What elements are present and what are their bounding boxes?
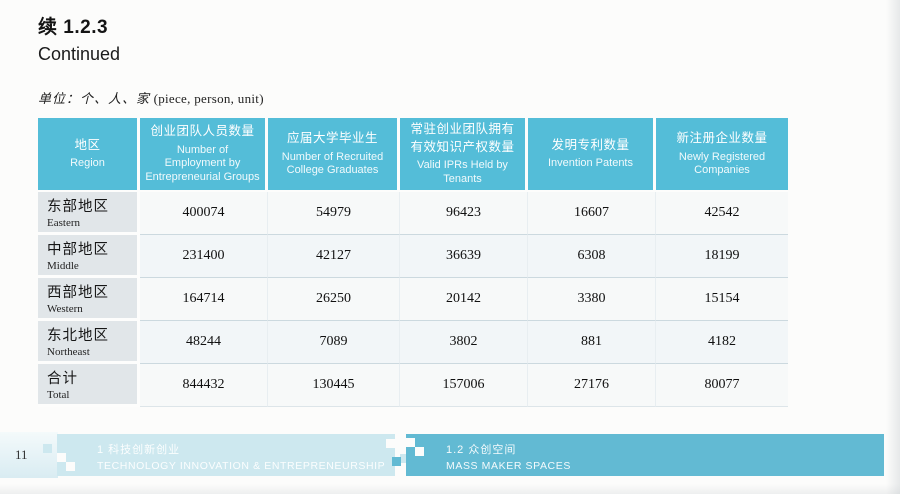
unit-note: 单位：个、人、家 (piece, person, unit)	[38, 88, 264, 107]
value-cell: 3802	[400, 321, 528, 364]
value-cell: 15154	[656, 278, 788, 321]
value-cell: 4182	[656, 321, 788, 364]
pixel-decoration	[406, 438, 415, 447]
value-cell: 400074	[140, 192, 268, 235]
value-cell: 26250	[268, 278, 400, 321]
value-cell: 27176	[528, 364, 656, 407]
value-cell: 130445	[268, 364, 400, 407]
table-header-row: 地区 Region 创业团队人员数量 Number of Employment …	[38, 118, 788, 192]
column-header-invention-patents: 发明专利数量 Invention Patents	[528, 118, 656, 192]
region-cell: 合计 Total	[38, 364, 140, 407]
table-row-western: 西部地区 Western 164714 26250 20142 3380 151…	[38, 278, 788, 321]
region-cell: 东部地区 Eastern	[38, 192, 140, 235]
chapter-title-en: TECHNOLOGY INNOVATION & ENTREPRENEURSHIP	[97, 460, 386, 472]
table-row-middle: 中部地区 Middle 231400 42127 36639 6308 1819…	[38, 235, 788, 278]
table-row-eastern: 东部地区 Eastern 400074 54979 96423 16607 42…	[38, 192, 788, 235]
column-header-newly-registered: 新注册企业数量 Newly Registered Companies	[656, 118, 788, 192]
page-number-strip	[0, 432, 58, 478]
section-title-zh: 1.2 众创空间	[446, 444, 517, 456]
region-cell: 西部地区 Western	[38, 278, 140, 321]
table-row-total: 合计 Total 844432 130445 157006 27176 8007…	[38, 364, 788, 407]
value-cell: 6308	[528, 235, 656, 278]
pixel-decoration	[66, 462, 75, 471]
statistics-table: 地区 Region 创业团队人员数量 Number of Employment …	[38, 118, 788, 407]
table-number-title-zh: 续 1.2.3	[38, 17, 109, 38]
value-cell: 231400	[140, 235, 268, 278]
continued-title-block: 续 1.2.3 Continued	[38, 12, 120, 65]
page-number: 11	[15, 447, 28, 462]
region-cell: 中部地区 Middle	[38, 235, 140, 278]
pixel-decoration	[400, 454, 409, 463]
unit-note-zh: 单位：个、人、家	[38, 91, 151, 106]
section-title-en: MASS MAKER SPACES	[446, 460, 571, 472]
column-header-region: 地区 Region	[38, 118, 140, 192]
pixel-decoration	[43, 444, 52, 453]
scan-shadow-right	[886, 0, 900, 494]
region-cell: 东北地区 Northeast	[38, 321, 140, 364]
value-cell: 20142	[400, 278, 528, 321]
value-cell: 42542	[656, 192, 788, 235]
value-cell: 164714	[140, 278, 268, 321]
value-cell: 881	[528, 321, 656, 364]
value-cell: 48244	[140, 321, 268, 364]
value-cell: 42127	[268, 235, 400, 278]
value-cell: 157006	[400, 364, 528, 407]
page-footer: 11 1 科技创新创业 TECHNOLOGY INNOVATION & ENTR…	[0, 432, 900, 480]
pixel-decoration	[415, 447, 424, 456]
chapter-banner: 1 科技创新创业 TECHNOLOGY INNOVATION & ENTREPR…	[43, 434, 409, 476]
pixel-decoration	[386, 439, 395, 448]
column-header-college-graduates: 应届大学毕业生 Number of Recruited College Grad…	[268, 118, 400, 192]
table-number-title-en: Continued	[38, 44, 121, 64]
value-cell: 18199	[656, 235, 788, 278]
value-cell: 16607	[528, 192, 656, 235]
chapter-title-zh: 1 科技创新创业	[97, 444, 181, 456]
table-row-northeast: 东北地区 Northeast 48244 7089 3802 881 4182	[38, 321, 788, 364]
pixel-decoration	[57, 453, 66, 462]
column-header-entrepreneurial-employment: 创业团队人员数量 Number of Employment by Entrepr…	[140, 118, 268, 192]
section-banner: 1.2 众创空间 MASS MAKER SPACES	[392, 434, 884, 476]
unit-note-en: (piece, person, unit)	[153, 91, 264, 106]
value-cell: 54979	[268, 192, 400, 235]
value-cell: 3380	[528, 278, 656, 321]
scan-shadow-bottom	[0, 484, 900, 494]
value-cell: 36639	[400, 235, 528, 278]
value-cell: 844432	[140, 364, 268, 407]
value-cell: 80077	[656, 364, 788, 407]
pixel-decoration	[392, 457, 401, 466]
column-header-valid-iprs: 常驻创业团队拥有有效知识产权数量 Valid IPRs Held by Tena…	[400, 118, 528, 192]
value-cell: 96423	[400, 192, 528, 235]
value-cell: 7089	[268, 321, 400, 364]
